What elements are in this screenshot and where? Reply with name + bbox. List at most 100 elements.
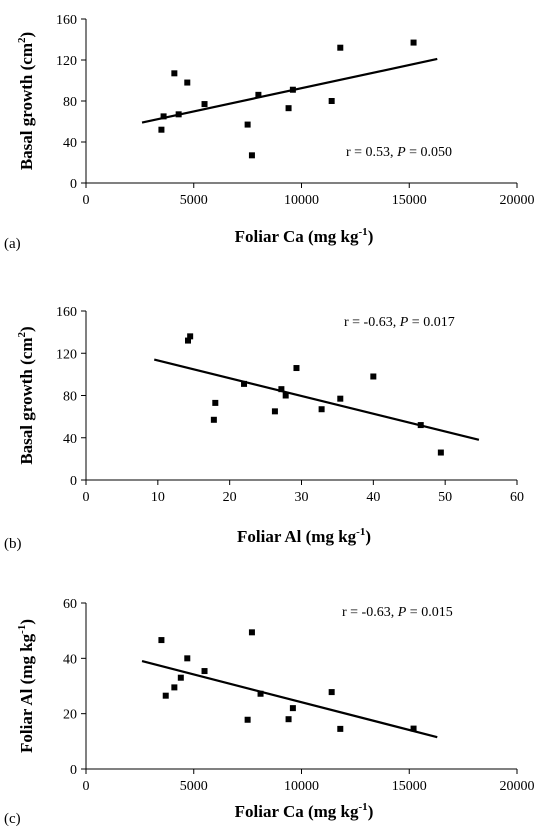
trendline (141, 57, 438, 124)
x-axis-title-superscript: -1 (359, 226, 368, 238)
data-point (255, 91, 262, 98)
x-tick-label: 10 (151, 490, 165, 505)
data-point (184, 79, 191, 86)
trendline (141, 660, 438, 739)
data-point (278, 386, 285, 393)
scatter-panel-c: 0 20 40 60 0 5000 10000 15000 20000 r = -0.63, P … (4, 597, 535, 827)
x-axis-title-superscript: -1 (356, 526, 365, 538)
x-axis-title-main: Foliar Al (mg kg (237, 527, 357, 546)
annotation-r: r = 0.53, (346, 145, 397, 160)
data-point (410, 725, 417, 732)
y-tick-label: 160 (56, 13, 77, 28)
x-tick-label: 20000 (500, 193, 535, 208)
annotation-r: r = -0.63, (344, 315, 400, 330)
y-tick-label: 0 (70, 177, 77, 192)
correlation-annotation: r = 0.53, P = 0.050 (346, 145, 452, 160)
x-tick-label: 15000 (392, 193, 427, 208)
y-axis-title: Foliar Al (mg kg-1) (16, 619, 36, 753)
data-point (212, 399, 219, 406)
x-tick-label: 5000 (180, 779, 208, 794)
x-axis-title: Foliar Ca (mg kg-1) (235, 801, 374, 821)
data-point (160, 113, 167, 120)
data-point (184, 655, 191, 662)
panel-label: (a) (4, 236, 21, 252)
data-point (201, 668, 208, 675)
data-point (171, 684, 178, 691)
data-point (337, 44, 344, 51)
y-tick-label: 160 (56, 305, 77, 320)
data-point (257, 690, 264, 697)
data-point (248, 152, 255, 159)
scatter-panel-b: 0 40 80 120 160 0 10 20 30 40 50 60 r = -0.63, P = 0… (4, 305, 524, 552)
x-tick-label: 10000 (284, 193, 319, 208)
x-tick-label: 0 (83, 490, 90, 505)
correlation-annotation: r = -0.63, P = 0.015 (342, 605, 453, 620)
annotation-p-symbol: P (399, 315, 409, 330)
data-point (185, 337, 192, 344)
y-tick-label: 80 (63, 390, 77, 405)
annotation-p-symbol: P (397, 605, 407, 620)
data-point (370, 373, 377, 380)
y-tick-label: 120 (56, 347, 77, 362)
data-point (289, 705, 296, 712)
data-point (244, 121, 251, 128)
data-point (318, 406, 325, 413)
data-point (337, 725, 344, 732)
x-axis-title-end: ) (365, 527, 371, 546)
y-tick-label: 60 (63, 597, 77, 612)
panel-label: (b) (4, 536, 22, 552)
y-tick-label: 40 (63, 652, 77, 667)
x-axis-title-end: ) (368, 227, 374, 246)
x-axis-title-end: ) (368, 802, 374, 821)
data-point (210, 416, 217, 423)
scatter-panel-a: 0 40 80 120 160 0 5000 10000 15000 20000 r = 0.53,… (4, 13, 535, 252)
x-tick-label: 5000 (180, 193, 208, 208)
data-point (271, 408, 278, 415)
y-axis-title-superscript: 2 (16, 37, 28, 43)
data-point (285, 105, 292, 112)
x-axis-title-main: Foliar Ca (mg kg (235, 227, 359, 246)
annotation-p-value: = 0.017 (408, 315, 454, 330)
y-tick-label: 120 (56, 54, 77, 69)
data-point (410, 39, 417, 46)
annotation-r: r = -0.63, (342, 605, 398, 620)
x-tick-label: 20000 (500, 779, 535, 794)
data-point (244, 716, 251, 723)
y-axis-title: Basal growth (cm2) (16, 32, 36, 170)
data-point (177, 674, 184, 681)
data-point (175, 111, 182, 118)
x-tick-label: 50 (438, 490, 452, 505)
y-tick-label: 80 (63, 95, 77, 110)
x-axis-title: Foliar Ca (mg kg-1) (235, 226, 374, 246)
x-axis-title-main: Foliar Ca (mg kg (235, 802, 359, 821)
y-tick-label: 0 (70, 474, 77, 489)
correlation-annotation: r = -0.63, P = 0.017 (344, 315, 455, 330)
data-point (201, 101, 208, 108)
y-axis-title-superscript: 2 (16, 331, 28, 337)
x-tick-label: 15000 (392, 779, 427, 794)
y-axis-title-end: ) (17, 32, 36, 38)
y-axis-title-main: Foliar Al (mg kg (17, 633, 36, 753)
data-point (328, 689, 335, 696)
x-tick-label: 10000 (284, 779, 319, 794)
data-point (417, 422, 424, 429)
y-axis-title: Basal growth (cm2) (16, 326, 36, 464)
x-axis-title: Foliar Al (mg kg-1) (237, 526, 371, 546)
x-tick-label: 60 (510, 490, 524, 505)
y-axis-title-end: ) (17, 326, 36, 332)
data-point (282, 392, 289, 399)
panel-label: (c) (4, 811, 21, 827)
data-point (158, 637, 165, 644)
y-tick-label: 40 (63, 432, 77, 447)
y-axis-title-main: Basal growth (cm (17, 337, 36, 464)
x-axis-title-superscript: -1 (359, 801, 368, 813)
x-tick-label: 0 (83, 193, 90, 208)
data-point (241, 380, 248, 387)
y-tick-label: 0 (70, 763, 77, 778)
x-tick-label: 30 (295, 490, 309, 505)
data-point (162, 692, 169, 699)
y-axis-title-main: Basal growth (cm (17, 43, 36, 170)
y-axis-title-superscript: -1 (16, 625, 28, 634)
x-tick-label: 40 (366, 490, 380, 505)
